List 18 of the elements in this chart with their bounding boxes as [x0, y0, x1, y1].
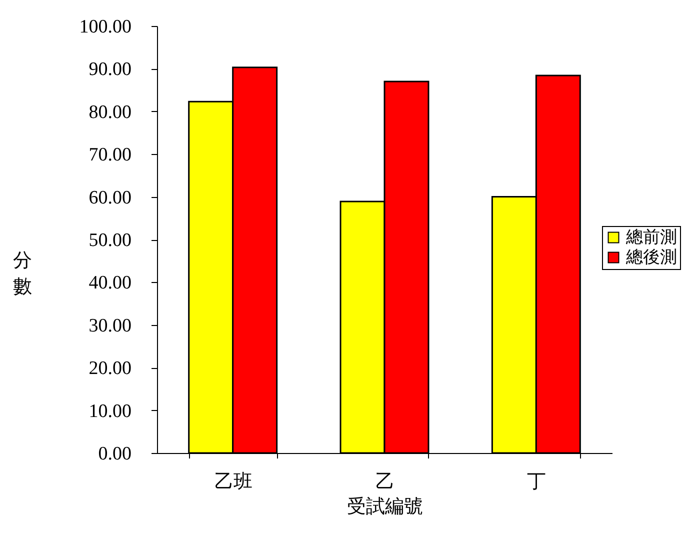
x-axis-title: 受試編號: [347, 496, 423, 518]
y-tick-label: 90.00: [88, 59, 132, 80]
y-tick-label: 10.00: [88, 400, 132, 422]
x-tick-label: 丁: [527, 472, 546, 492]
x-tick-label: 乙: [376, 472, 394, 492]
y-axis-title: 分數: [13, 250, 32, 298]
legend-label: 總後測: [625, 248, 677, 266]
legend-label: 總前測: [625, 228, 677, 246]
y-tick-label: 30.00: [88, 315, 132, 336]
y-tick-label: 40.00: [88, 272, 132, 294]
y-tick-label: 60.00: [88, 187, 132, 208]
y-tick-label: 80.00: [88, 102, 132, 123]
x-tick-label: 乙班: [214, 472, 252, 492]
y-tick-label: 100.00: [79, 16, 132, 38]
y-tick-label: 0.00: [98, 444, 132, 464]
y-tick-label: 70.00: [88, 144, 132, 166]
y-tick-label: 20.00: [88, 358, 132, 380]
y-tick-label: 50.00: [88, 230, 132, 251]
